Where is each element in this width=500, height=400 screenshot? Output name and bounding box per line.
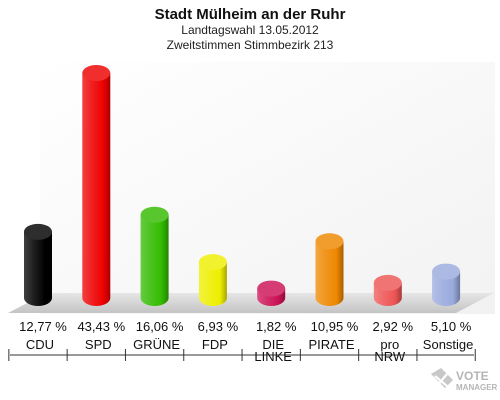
chart-subtitle-line-2: Zweitstimmen Stimmbezirk 213 bbox=[167, 38, 334, 52]
category-label-spd: SPD bbox=[85, 337, 112, 352]
bar-top-pirate bbox=[315, 233, 344, 250]
category-label-sonstige: Sonstige bbox=[423, 337, 474, 352]
bar-sonstige bbox=[432, 263, 461, 306]
value-labels: 12,77 % 43,43 % 16,06 % 6,93 % 1,82 % 10,95 %… bbox=[19, 319, 472, 334]
chart-subtitle-line-1: Landtagswahl 13.05.2012 bbox=[181, 23, 319, 37]
bar-top-gruene bbox=[140, 206, 169, 223]
category-label-pirate: PIRATE bbox=[309, 337, 355, 352]
bar-gruene bbox=[140, 206, 169, 306]
value-label-gruene: 16,06 % bbox=[136, 319, 184, 334]
ballot-cross-icon bbox=[431, 368, 453, 388]
bar-body-sonstige bbox=[432, 271, 461, 306]
bar-die-linke bbox=[257, 280, 286, 306]
chart-title: Stadt Mülheim an der Ruhr bbox=[155, 6, 346, 23]
bar-top-cdu bbox=[24, 223, 52, 240]
bar-series bbox=[24, 65, 461, 306]
bar-cdu bbox=[24, 223, 52, 306]
bar-fdp bbox=[198, 254, 227, 306]
category-label-die-linke: DIE LINKE bbox=[254, 337, 292, 364]
bar-top-fdp bbox=[198, 254, 227, 271]
bar-top-spd bbox=[82, 65, 111, 81]
vote-manager-logo: VOTE MANAGER bbox=[431, 368, 498, 392]
bar-spd bbox=[82, 65, 111, 306]
chart-floor bbox=[8, 293, 494, 313]
value-label-sonstige: 5,10 % bbox=[431, 319, 472, 334]
value-label-cdu: 12,77 % bbox=[19, 319, 67, 334]
value-label-spd: 43,43 % bbox=[77, 319, 125, 334]
category-labels: CDU SPD GRÜNE FDP DIE LINKE PIRATE pro NRW Sonsti… bbox=[26, 337, 473, 364]
bar-pro-nrw bbox=[373, 274, 402, 306]
category-label-cdu: CDU bbox=[26, 337, 54, 352]
value-label-fdp: 6,93 % bbox=[198, 319, 239, 334]
bar-body-spd bbox=[82, 73, 111, 306]
bar-pirate bbox=[315, 233, 344, 306]
bar-body-pirate bbox=[315, 241, 344, 306]
bar-top-die-linke bbox=[257, 280, 286, 297]
category-label-gruene: GRÜNE bbox=[133, 337, 180, 352]
logo-text-vote: VOTE bbox=[456, 369, 489, 383]
category-axis bbox=[8, 349, 476, 361]
bar-body-cdu bbox=[24, 231, 52, 306]
bar-body-fdp bbox=[198, 262, 227, 306]
logo-text-manager: MANAGER bbox=[456, 383, 498, 392]
category-label-pro-nrw: pro NRW bbox=[374, 337, 406, 364]
category-label-fdp: FDP bbox=[202, 337, 228, 352]
chart-background-wall bbox=[40, 62, 495, 314]
value-label-die-linke: 1,82 % bbox=[256, 319, 297, 334]
bar-top-pro-nrw bbox=[373, 274, 402, 291]
value-label-pro-nrw: 2,92 % bbox=[373, 319, 414, 334]
bar-top-sonstige bbox=[432, 263, 461, 280]
bar-body-gruene bbox=[140, 214, 169, 306]
value-label-pirate: 10,95 % bbox=[311, 319, 359, 334]
